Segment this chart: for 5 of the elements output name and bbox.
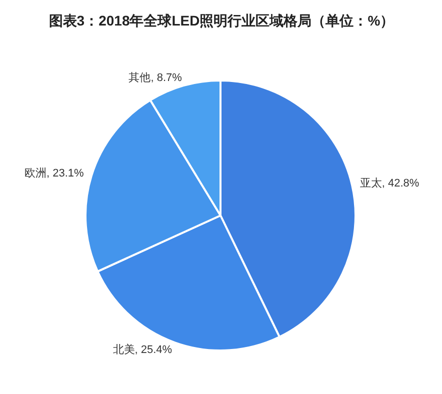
slice-label: 亚太, 42.8%	[360, 176, 420, 190]
chart-title: 图表3：2018年全球LED照明行业区域格局（单位：%）	[48, 12, 394, 28]
slice-label: 欧洲, 23.1%	[24, 166, 84, 180]
slice-label: 其他, 8.7%	[128, 70, 182, 84]
slice-label: 北美, 25.4%	[112, 343, 172, 356]
